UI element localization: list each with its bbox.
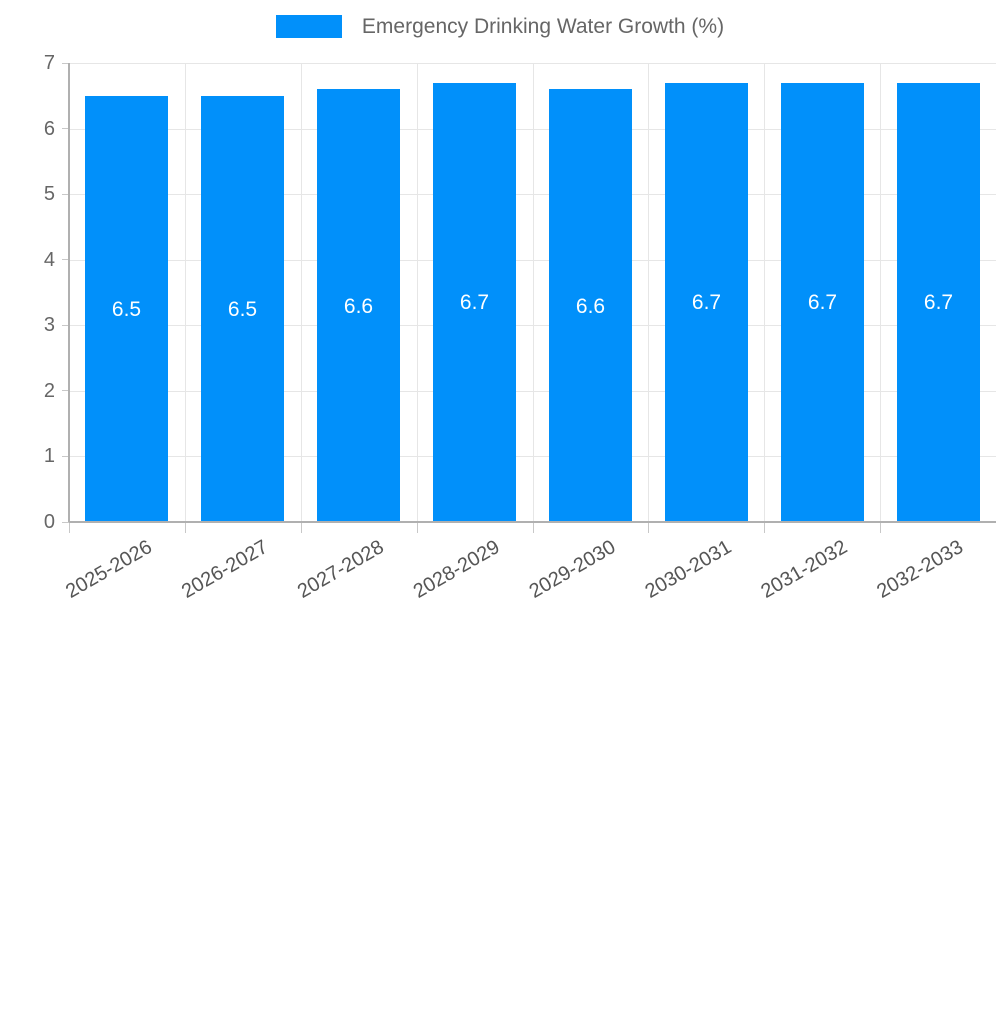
bar-value-label: 6.6 bbox=[343, 294, 374, 318]
bar-value-label: 6.7 bbox=[807, 291, 838, 315]
y-axis-tick-mark bbox=[62, 62, 69, 64]
y-axis-tick-mark bbox=[62, 128, 69, 130]
bar[interactable]: 6.5 bbox=[85, 95, 168, 522]
x-axis-tick-mark bbox=[648, 523, 649, 533]
bar-value-label: 6.6 bbox=[575, 294, 606, 318]
bar-value-label: 6.5 bbox=[227, 297, 258, 321]
y-axis-tick-mark bbox=[62, 324, 69, 326]
y-axis-tick-mark bbox=[62, 259, 69, 261]
x-axis-tick-mark bbox=[301, 523, 302, 533]
gridline-vertical bbox=[648, 63, 649, 522]
bar-chart: Emergency Drinking Water Growth (%) 0 1 2 3… bbox=[0, 0, 1000, 603]
y-axis-tick-label: 2 bbox=[43, 379, 55, 402]
bar[interactable]: 6.6 bbox=[549, 89, 632, 522]
bar[interactable]: 6.7 bbox=[433, 82, 516, 522]
gridline-horizontal bbox=[69, 63, 996, 64]
legend-swatch-icon bbox=[275, 14, 342, 38]
x-axis-tick-mark bbox=[533, 523, 534, 533]
gridline-vertical bbox=[185, 63, 186, 522]
bar-value-label: 6.7 bbox=[459, 291, 490, 315]
y-axis-tick-mark bbox=[62, 193, 69, 195]
y-axis-tick-label: 3 bbox=[43, 314, 55, 337]
legend-item-emergency-drinking-water-growth[interactable]: Emergency Drinking Water Growth (%) bbox=[275, 14, 725, 38]
y-axis-tick-label: 7 bbox=[43, 52, 55, 74]
gridline-vertical bbox=[880, 63, 881, 522]
bar[interactable]: 6.7 bbox=[781, 82, 864, 522]
x-axis-tick-mark bbox=[764, 523, 765, 533]
y-axis-tick-label: 1 bbox=[43, 445, 55, 468]
x-axis-tick-label: 2031-2032 bbox=[757, 536, 852, 603]
bar[interactable]: 6.5 bbox=[201, 95, 284, 522]
bar-value-label: 6.7 bbox=[923, 291, 954, 315]
y-axis-tick-label: 0 bbox=[43, 511, 55, 533]
bar[interactable]: 6.7 bbox=[665, 82, 748, 522]
bar[interactable]: 6.6 bbox=[317, 89, 400, 522]
y-axis-tick-mark bbox=[62, 390, 69, 392]
x-axis-tick-mark bbox=[69, 523, 70, 533]
y-axis-tick-mark bbox=[62, 455, 69, 457]
x-axis-tick-mark bbox=[185, 523, 186, 533]
gridline-vertical bbox=[417, 63, 418, 522]
bar-value-label: 6.5 bbox=[111, 297, 142, 321]
gridline-vertical bbox=[764, 63, 765, 522]
y-axis-tick-label: 6 bbox=[43, 117, 55, 140]
x-axis-tick-mark bbox=[880, 523, 881, 533]
gridline-vertical bbox=[301, 63, 302, 522]
x-axis-tick-label: 2028-2029 bbox=[409, 536, 504, 603]
bar-value-label: 6.7 bbox=[691, 291, 722, 315]
x-axis-tick-label: 2029-2030 bbox=[525, 536, 620, 603]
x-axis-tick-mark bbox=[417, 523, 418, 533]
y-axis-line bbox=[68, 63, 70, 522]
gridline-vertical bbox=[533, 63, 534, 522]
y-axis-tick-mark bbox=[62, 521, 69, 523]
chart-legend: Emergency Drinking Water Growth (%) bbox=[0, 0, 1000, 52]
plot-area: 6.5 6.5 6.6 6.7 6.6 6.7 6.7 6.7 bbox=[69, 63, 996, 523]
bar[interactable]: 6.7 bbox=[897, 82, 980, 522]
y-axis-tick-label: 5 bbox=[43, 183, 55, 206]
y-axis-tick-label: 4 bbox=[43, 248, 55, 271]
x-axis-line bbox=[69, 521, 996, 523]
legend-item-label: Emergency Drinking Water Growth (%) bbox=[361, 14, 725, 38]
